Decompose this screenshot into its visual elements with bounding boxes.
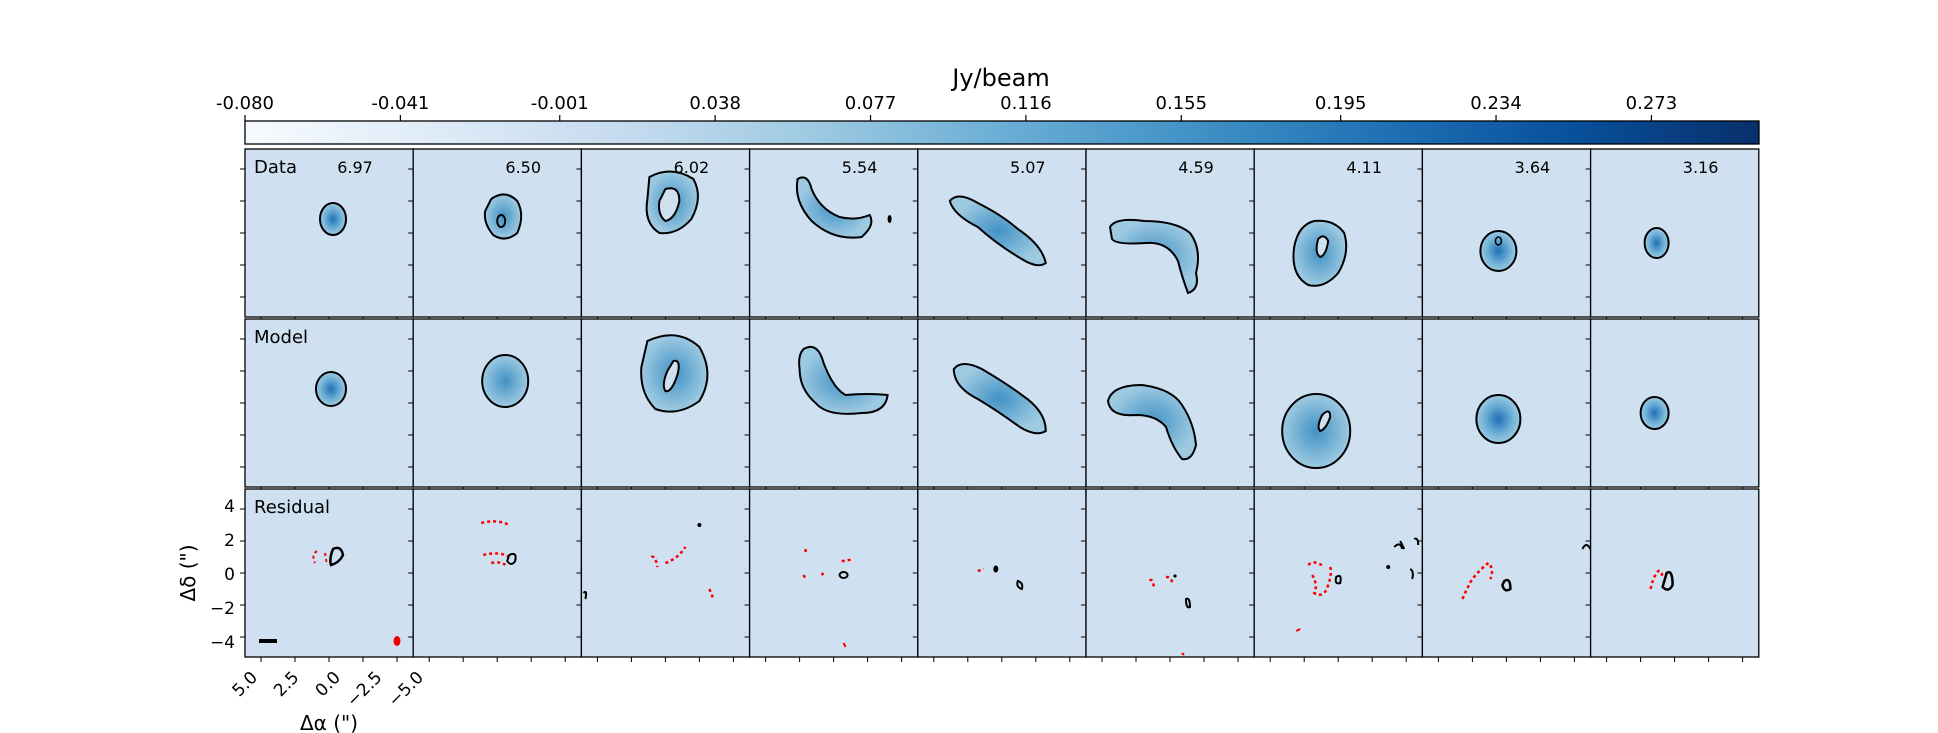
contour-map (582, 523, 715, 600)
panel-data-9: 3.16 (1585, 148, 1760, 322)
contour-map (795, 176, 892, 239)
y-tick-label: −4 (210, 633, 235, 653)
x-axis-label: Δα (") (300, 711, 358, 733)
panel-residual-8 (1417, 488, 1592, 662)
row-label: Model (254, 327, 308, 348)
contour-map (1148, 573, 1192, 656)
y-tick-label: 2 (224, 531, 235, 551)
x-tick-label: 0.0 (312, 668, 345, 701)
y-tick-label: 4 (224, 497, 235, 517)
panel-data-4: 5.54 (744, 148, 919, 322)
panel-data-8: 3.64 (1417, 148, 1592, 322)
contour-map (952, 363, 1047, 435)
channel-label: 5.07 (1010, 158, 1046, 177)
channel-label: 4.11 (1346, 158, 1382, 177)
contour-map (1649, 569, 1674, 591)
channel-label: 6.50 (505, 158, 541, 177)
colorbar-tick-label: -0.080 (216, 93, 274, 114)
panel-residual-5 (912, 488, 1087, 662)
contour-map (1643, 227, 1670, 259)
panel-model-1: Model (240, 318, 414, 492)
panel-model-2 (408, 318, 583, 492)
row-label: Data (254, 157, 297, 178)
panel-residual-4 (744, 488, 919, 662)
contour-map (1281, 393, 1352, 469)
contour-map (483, 193, 523, 240)
x-tick-label: −2.5 (343, 668, 386, 711)
contour-map (645, 170, 699, 235)
panel-model-9 (1585, 318, 1760, 492)
contour-map (1461, 544, 1592, 600)
panel-model-3 (576, 318, 751, 492)
channel-label: 3.16 (1683, 158, 1719, 177)
channel-label: 3.64 (1515, 158, 1551, 177)
contour-map (640, 334, 709, 413)
contour-map (259, 546, 401, 646)
contour-map (1295, 537, 1420, 632)
contour-map (319, 202, 347, 236)
panel-model-8 (1417, 318, 1592, 492)
panel-model-6 (1081, 318, 1255, 492)
colorbar-tick-label: 0.234 (1470, 93, 1522, 114)
colorbar-label: Jy/beam (950, 64, 1049, 92)
colorbar-tick-label: 0.077 (845, 93, 897, 114)
colorbar-tick-label: 0.273 (1626, 93, 1678, 114)
contour-map (481, 354, 530, 408)
panel-residual-6 (1081, 488, 1255, 662)
contour-map (480, 520, 517, 566)
panel-data-1: Data 6.97 (240, 148, 414, 322)
contour-map (948, 195, 1047, 267)
panel-grid: Data 6.97 6.50 6.02 5.54 5.07 4.59 4.11 3.6… (240, 148, 1760, 662)
channel-label: 6.97 (337, 158, 373, 177)
contour-map (1639, 396, 1670, 430)
colorbar-tick-label: 0.155 (1156, 93, 1208, 114)
panel-residual-9 (1585, 488, 1760, 662)
channel-label: 4.59 (1178, 158, 1214, 177)
colorbar (244, 120, 1760, 145)
y-tick-label: −2 (210, 599, 235, 619)
contour-map (798, 345, 889, 415)
panel-model-5 (912, 318, 1087, 492)
panel-residual-2 (408, 488, 583, 662)
x-tick-label: 2.5 (270, 668, 303, 701)
channel-label: 6.02 (674, 158, 710, 177)
colorbar-tick-label: -0.001 (531, 93, 589, 114)
contour-map (1479, 230, 1518, 272)
colorbar-tick-label: -0.041 (371, 93, 429, 114)
channel-label: 5.54 (842, 158, 878, 177)
contour-map (977, 565, 1024, 591)
contour-map (1106, 383, 1198, 461)
colorbar-tick-label: 0.116 (1000, 93, 1052, 114)
contour-map (802, 549, 853, 648)
y-axis-label: Δδ (") (176, 544, 200, 601)
panel-data-7: 4.11 (1249, 148, 1424, 322)
panel-model-7 (1249, 318, 1424, 492)
colorbar-tick-label: 0.195 (1315, 93, 1367, 114)
panel-residual-7 (1249, 488, 1424, 662)
panel-data-3: 6.02 (576, 148, 751, 322)
panel-model-4 (744, 318, 919, 492)
panel-data-2: 6.50 (408, 148, 583, 322)
contour-map (1292, 219, 1348, 287)
contour-map (1475, 394, 1522, 444)
panel-residual-1: Residual (240, 488, 414, 662)
x-tick-label: 5.0 (229, 668, 262, 701)
panel-data-5: 5.07 (912, 148, 1087, 322)
panel-residual-3 (576, 488, 751, 662)
y-tick-label: 0 (224, 565, 235, 585)
colorbar-ticks: -0.080 -0.041 -0.001 0.038 0.077 0.116 0.155 0.… (216, 93, 1677, 121)
contour-map (315, 371, 347, 407)
contour-map (1108, 218, 1199, 295)
panel-data-6: 4.59 (1081, 148, 1255, 322)
row-label: Residual (254, 497, 330, 518)
colorbar-tick-label: 0.038 (689, 93, 741, 114)
x-tick-label: −5.0 (385, 668, 428, 711)
